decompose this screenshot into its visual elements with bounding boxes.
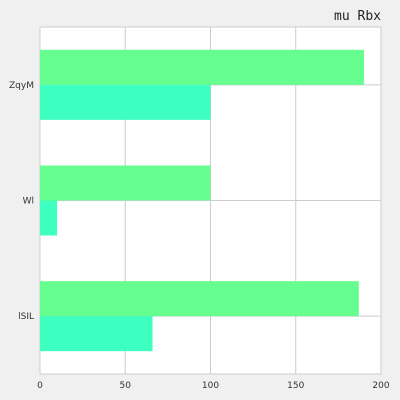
x-tick-label: 50 [120,381,132,391]
chart-title: mu Rbx [334,9,381,24]
x-tick-label: 150 [287,381,304,391]
x-tick-labels: 0 50 100 150 200 [37,381,390,391]
bar [40,49,364,85]
bar [40,200,58,236]
y-tick-label: lSIL [18,312,34,322]
y-tick-label: ZqyM [9,81,34,91]
x-tick-label: 0 [37,381,43,391]
bar [40,281,359,317]
bars [40,49,364,352]
y-tick-label: Wl [23,197,34,207]
bar [40,165,211,201]
bar [40,84,211,120]
bar [40,316,153,352]
x-tick-label: 100 [202,381,219,391]
x-tick-label: 200 [372,381,389,391]
y-tick-labels: ZqyM Wl lSIL [9,81,34,322]
